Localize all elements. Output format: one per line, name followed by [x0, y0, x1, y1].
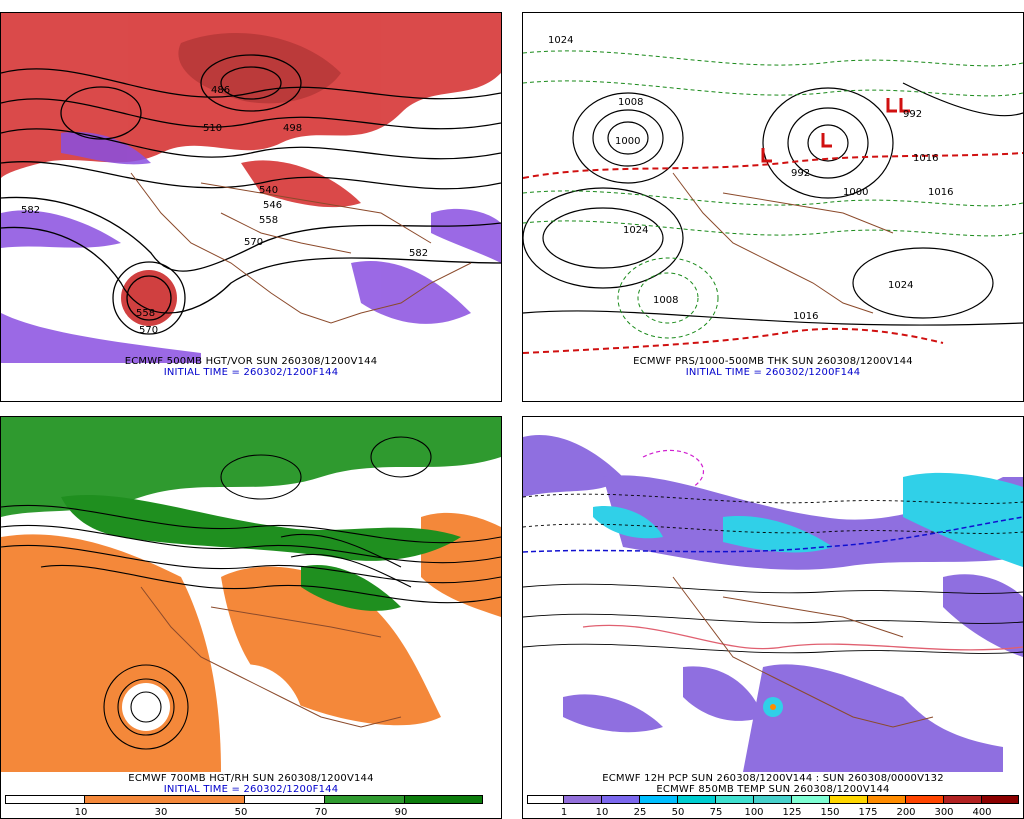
colorbar-tick: 10 [74, 807, 88, 818]
label: 992 [903, 109, 922, 120]
label: 1016 [928, 187, 953, 198]
label: 1000 [843, 187, 868, 198]
label: 992 [791, 168, 810, 179]
colorbar-seg [85, 795, 245, 804]
coastlines [130, 172, 472, 324]
colorbar-seg [602, 795, 640, 804]
panel-700mb-hgt-rh: ECMWF 700MB HGT/RH SUN 260308/1200V144 I… [0, 416, 502, 819]
rh-fill [1, 417, 501, 772]
colorbar-seg [754, 795, 792, 804]
label: 558 [136, 308, 155, 319]
thickness-contours [523, 50, 1023, 339]
label: 1008 [653, 295, 678, 306]
label: 1024 [888, 280, 913, 291]
colorbar-tick: 30 [154, 807, 168, 818]
initial-time-500mb: INITIAL TIME = 260302/1200F144 [163, 367, 339, 378]
map-pcp [523, 417, 1023, 772]
colorbar-tick: 175 [858, 807, 878, 818]
contour-labels: 498 486 510 540 546 558 570 582 582 570 … [21, 85, 428, 336]
colorbar-tick: 300 [934, 807, 954, 818]
freezing-line [523, 516, 1023, 553]
isobars [523, 82, 1023, 326]
colorbar-tick: 400 [972, 807, 992, 818]
label: 1024 [548, 35, 573, 46]
height-contours [1, 54, 501, 335]
thickness-542-line [523, 152, 1023, 354]
warm-isotherm [582, 624, 1023, 651]
panel-prs-thk: 1024 1024 1008 1016 1016 1000 992 1008 1… [522, 12, 1024, 402]
colorbar-seg [792, 795, 830, 804]
cold-isotherm [642, 449, 705, 488]
colorbar-seg [640, 795, 678, 804]
label: 1016 [793, 311, 818, 322]
precip-fill [523, 435, 1023, 772]
temp-contours [523, 493, 1023, 654]
coastlines [672, 172, 894, 314]
label: 1016 [913, 153, 938, 164]
colorbar-tick: 1 [560, 807, 568, 818]
colorbar-tick: 50 [234, 807, 248, 818]
label: 570 [139, 325, 158, 336]
label: 558 [259, 215, 278, 226]
colorbar-tick: 25 [633, 807, 647, 818]
colorbar-seg [325, 795, 405, 804]
panel-500mb-hgt-vor: 498 486 510 540 546 558 570 582 582 570 … [0, 12, 502, 402]
colorbar-seg [830, 795, 868, 804]
colorbar-seg [527, 795, 564, 804]
label: 546 [263, 200, 282, 211]
label: 1000 [615, 136, 640, 147]
rh-colorbar [5, 795, 483, 804]
label: 540 [259, 185, 278, 196]
map-500mb: 498 486 510 540 546 558 570 582 582 570 … [1, 13, 501, 363]
isobar-labels: 1024 1024 1008 1016 1016 1000 992 1008 1… [548, 35, 953, 322]
label: 582 [409, 248, 428, 259]
colorbar-seg [564, 795, 602, 804]
colorbar-tick: 75 [709, 807, 723, 818]
caption-700mb: ECMWF 700MB HGT/RH SUN 260308/1200V144 [128, 773, 374, 784]
coastlines [672, 576, 934, 728]
label: 1008 [618, 97, 643, 108]
colorbar-seg [245, 795, 325, 804]
colorbar-seg [944, 795, 982, 804]
colorbar-tick: 90 [394, 807, 408, 818]
label: 582 [21, 205, 40, 216]
colorbar-seg [716, 795, 754, 804]
label: 486 [211, 85, 230, 96]
colorbar-tick: 100 [744, 807, 764, 818]
caption-850temp: ECMWF 850MB TEMP SUN 260308/1200V144 [656, 784, 890, 795]
colorbar-seg [678, 795, 716, 804]
caption-pcp: ECMWF 12H PCP SUN 260308/1200V144 : SUN … [602, 773, 944, 784]
colorbar-tick: 150 [820, 807, 840, 818]
height-contours [1, 436, 501, 750]
map-prs-thk: 1024 1024 1008 1016 1016 1000 992 1008 1… [523, 13, 1023, 363]
panel-pcp-850temp: ECMWF 12H PCP SUN 260308/1200V144 : SUN … [522, 416, 1024, 819]
colorbar-seg [868, 795, 906, 804]
colorbar-tick: 70 [314, 807, 328, 818]
caption-500mb: ECMWF 500MB HGT/VOR SUN 260308/1200V144 [124, 356, 378, 367]
label: 498 [283, 123, 302, 134]
colorbar-tick: 10 [595, 807, 609, 818]
colorbar-seg [906, 795, 944, 804]
map-700mb [1, 417, 501, 772]
label: 1024 [623, 225, 648, 236]
initial-time-700mb: INITIAL TIME = 260302/1200F144 [163, 784, 339, 795]
label: 570 [244, 237, 263, 248]
colorbar-tick: 125 [782, 807, 802, 818]
coastlines [140, 586, 402, 728]
caption-prs-thk: ECMWF PRS/1000-500MB THK SUN 260308/1200… [633, 356, 913, 367]
colorbar-seg [5, 795, 85, 804]
label: 510 [203, 123, 222, 134]
initial-time-prs-thk: INITIAL TIME = 260302/1200F144 [685, 367, 861, 378]
colorbar-tick: 50 [671, 807, 685, 818]
pcp-colorbar [527, 795, 1019, 804]
low-symbols [761, 98, 910, 163]
colorbar-tick: 200 [896, 807, 916, 818]
